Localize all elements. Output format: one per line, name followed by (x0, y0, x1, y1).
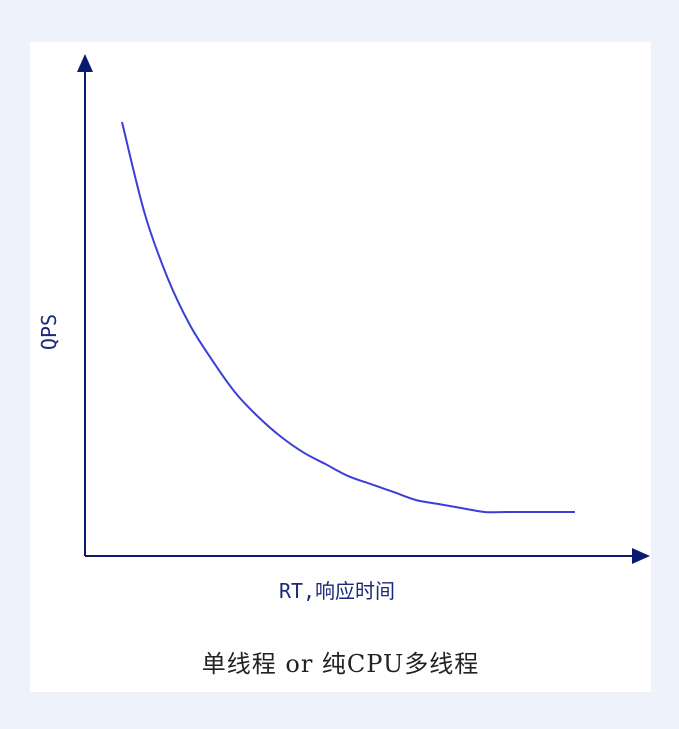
y-axis-label: QPS (37, 314, 61, 350)
x-axis-arrow (632, 548, 650, 564)
series-line (121, 121, 575, 514)
y-axis-arrow (77, 54, 93, 72)
chart-caption: 单线程 or 纯CPU多线程 (201, 650, 480, 678)
x-axis-label: RT,响应时间 (279, 579, 395, 603)
figure-panel: QPS RT,响应时间 单线程 or 纯CPU多线程 (30, 42, 651, 692)
chart: QPS RT,响应时间 (37, 54, 650, 603)
